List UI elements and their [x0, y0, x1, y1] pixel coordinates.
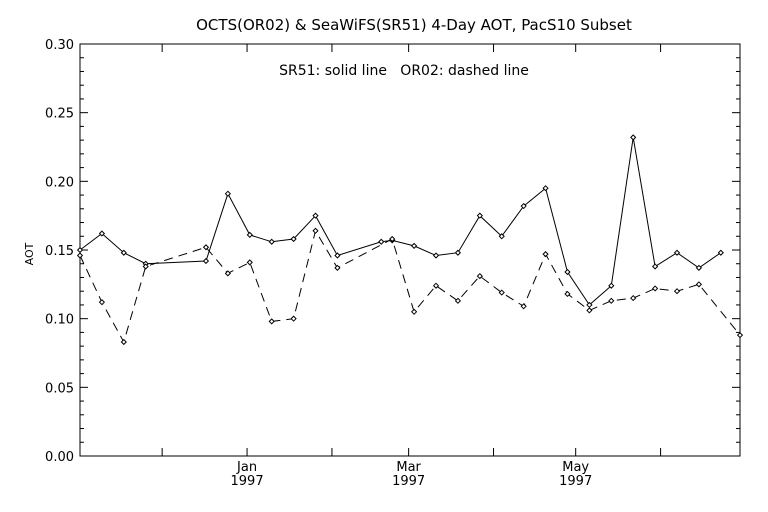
- chart-title: OCTS(OR02) & SeaWiFS(SR51) 4-Day AOT, Pa…: [196, 16, 632, 34]
- data-point-or02: [520, 303, 527, 310]
- data-point-or02: [608, 297, 615, 304]
- data-point-or02: [224, 270, 231, 277]
- data-point-sr51: [454, 249, 462, 256]
- data-point-or02: [695, 281, 703, 288]
- data-point-or02: [76, 252, 84, 259]
- y-tick-label: 0.05: [45, 381, 74, 396]
- data-point-sr51: [476, 212, 483, 219]
- data-point-or02: [389, 235, 396, 243]
- data-point-sr51: [98, 230, 106, 237]
- x-tick-month-label: May: [562, 460, 589, 475]
- data-point-sr51: [246, 231, 253, 239]
- data-point-or02: [651, 285, 659, 292]
- x-tick-year-label: 1997: [559, 474, 592, 489]
- data-point-or02: [542, 251, 549, 258]
- data-point-sr51: [290, 235, 297, 243]
- series-or02: [76, 227, 744, 346]
- data-point-sr51: [120, 249, 127, 256]
- data-point-or02: [290, 315, 297, 322]
- y-axis: 0.00 0.05 0.10 0.15 0.20 0.25 0.30: [45, 38, 740, 465]
- data-point-or02: [246, 259, 253, 266]
- data-point-or02: [476, 272, 483, 280]
- data-point-sr51: [202, 257, 210, 265]
- data-point-sr51: [520, 202, 527, 210]
- data-point-or02: [736, 332, 744, 339]
- data-point-or02: [630, 294, 637, 302]
- data-point-or02: [432, 282, 440, 289]
- data-point-or02: [142, 263, 149, 270]
- data-point-sr51: [651, 263, 659, 270]
- series-line-or02: [79, 229, 741, 344]
- y-tick-label: 0.20: [45, 175, 74, 190]
- y-tick-label: 0.30: [45, 38, 74, 53]
- data-point-sr51: [542, 185, 549, 192]
- data-point-or02: [673, 288, 681, 295]
- data-point-sr51: [432, 252, 440, 259]
- data-point-or02: [334, 264, 341, 271]
- data-point-sr51: [717, 249, 724, 256]
- data-point-or02: [268, 318, 275, 325]
- data-point-or02: [98, 299, 106, 306]
- series-line-sr51: [79, 137, 722, 306]
- data-point-sr51: [268, 238, 275, 245]
- data-point-sr51: [608, 282, 615, 289]
- data-point-sr51: [378, 238, 385, 245]
- plot-frame: [79, 43, 741, 457]
- data-point-sr51: [564, 268, 571, 276]
- data-point-or02: [498, 289, 505, 296]
- data-point-sr51: [695, 264, 703, 271]
- y-tick-label: 0.15: [45, 244, 74, 259]
- data-point-sr51: [630, 134, 637, 141]
- data-point-sr51: [334, 252, 341, 259]
- data-point-sr51: [411, 242, 418, 249]
- data-point-or02: [202, 244, 210, 251]
- data-point-or02: [454, 297, 462, 304]
- series-layer: [76, 134, 744, 346]
- data-point-sr51: [312, 212, 319, 219]
- x-tick-month-label: Mar: [396, 460, 421, 475]
- data-point-or02: [312, 227, 319, 234]
- x-tick-year-label: 1997: [392, 474, 425, 489]
- y-tick-label: 0.25: [45, 107, 74, 122]
- x-tick-month-label: Jan: [236, 460, 257, 475]
- data-point-or02: [120, 338, 127, 346]
- data-point-sr51: [498, 233, 505, 240]
- data-point-or02: [586, 307, 593, 314]
- y-tick-label: 0.00: [45, 450, 74, 465]
- y-axis-title: AOT: [23, 242, 36, 265]
- data-point-sr51: [673, 249, 681, 256]
- data-point-or02: [564, 290, 571, 298]
- x-tick-year-label: 1997: [231, 474, 264, 489]
- data-point-or02: [411, 308, 418, 315]
- series-style-note: SR51: solid line OR02: dashed line: [279, 63, 529, 79]
- y-tick-label: 0.10: [45, 313, 74, 328]
- data-point-sr51: [224, 190, 231, 197]
- series-sr51: [76, 134, 724, 309]
